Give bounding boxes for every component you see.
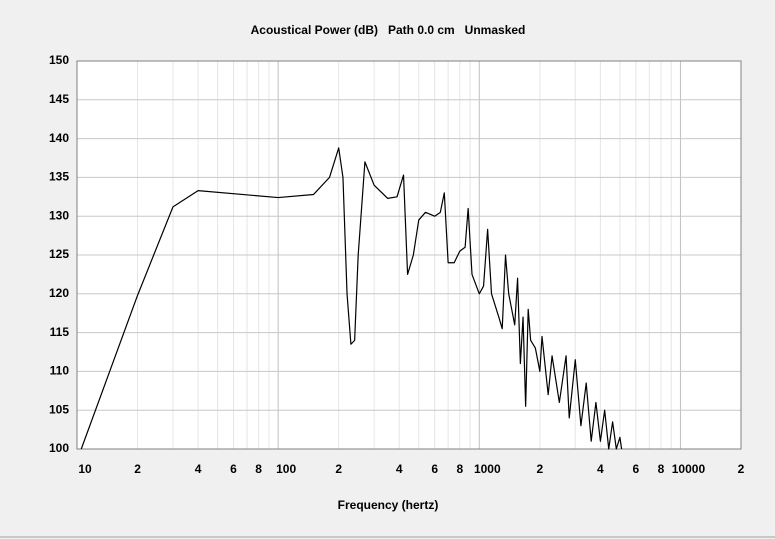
chart-title: Acoustical Power (dB) Path 0.0 cm Unmask… — [251, 23, 526, 37]
x-tick-label: 4 — [597, 462, 604, 476]
x-tick-label: 6 — [230, 462, 237, 476]
x-tick-label: 2 — [335, 462, 342, 476]
y-tick-label: 135 — [49, 170, 69, 184]
x-tick-label: 1000 — [474, 462, 501, 476]
y-tick-label: 115 — [50, 325, 70, 339]
y-tick-label: 145 — [49, 92, 69, 106]
y-tick-label: 140 — [49, 131, 69, 145]
x-tick-label: 10 — [78, 462, 92, 476]
x-tick-label: 10000 — [672, 462, 706, 476]
x-tick-label: 2 — [738, 462, 745, 476]
x-tick-label: 6 — [431, 462, 438, 476]
x-tick-label: 2 — [134, 462, 141, 476]
plot-border — [76, 60, 742, 450]
y-tick-label: 125 — [49, 247, 69, 261]
x-tick-label: 8 — [255, 462, 262, 476]
x-tick-label: 4 — [396, 462, 403, 476]
x-axis-label: Frequency (hertz) — [338, 498, 439, 512]
y-tick-label: 110 — [50, 364, 70, 378]
y-tick-label: 130 — [49, 208, 69, 222]
x-tick-label: 6 — [632, 462, 639, 476]
y-tick-label: 150 — [49, 53, 69, 67]
x-tick-label: 4 — [195, 462, 202, 476]
y-tick-label: 100 — [49, 441, 69, 455]
y-tick-label: 120 — [49, 286, 69, 300]
data-line — [80, 147, 623, 450]
x-tick-label: 8 — [658, 462, 665, 476]
y-tick-label: 105 — [49, 402, 69, 416]
x-tick-label: 2 — [537, 462, 544, 476]
x-tick-label: 8 — [456, 462, 463, 476]
x-tick-label: 100 — [276, 462, 296, 476]
